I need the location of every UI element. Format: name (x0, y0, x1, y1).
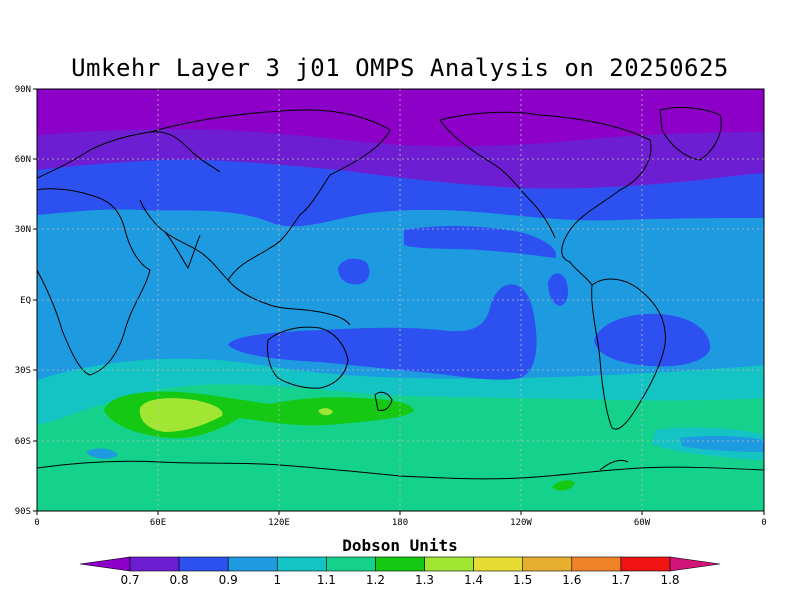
coast-australia (267, 326, 349, 389)
colorbar-swatch (620, 556, 671, 572)
colorbar-label: 0.7 (120, 573, 139, 587)
coast-southeast-asia (227, 279, 351, 326)
colorbar-arrow-high (669, 556, 721, 572)
colorbar-title: Dobson Units (342, 536, 458, 555)
patch-1p2-antarctic-coast (552, 480, 575, 491)
patch-tropics-0p8-east-pacific (228, 284, 537, 380)
colorbar-label: 1.3 (415, 573, 434, 587)
patch-1p3-tasman (318, 408, 333, 416)
band-arctic-core (37, 89, 764, 147)
patch-tropics-0p8-west-pacific (404, 226, 557, 258)
colorbar-swatch (276, 556, 327, 572)
patch-tropics-0p8-south-america (594, 313, 711, 367)
map-title: Umkehr Layer 3 j01 OMPS Analysis on 2025… (71, 54, 729, 82)
coast-south-america (591, 278, 666, 430)
colorbar: 0.7 0.8 0.9 1 1.1 1.2 1.3 1.4 1.5 1.6 1.7 1.8 (79, 556, 721, 587)
ozone-field (37, 89, 764, 511)
band-1p3-maximum (139, 398, 223, 432)
lon-label: 60W (634, 518, 651, 528)
tick-marks (33, 88, 765, 515)
colorbar-swatch (424, 556, 474, 572)
colorbar-swatch (473, 556, 524, 572)
lat-label: 30N (15, 225, 31, 235)
lat-label: 90N (15, 85, 31, 95)
colorbar-arrow-low (79, 556, 131, 572)
colorbar-label: 0.8 (170, 573, 189, 587)
patch-sub-1p1-atlantic (680, 435, 764, 452)
patch-tropics-0p8-eastern (548, 273, 568, 306)
lon-label: 180 (392, 518, 408, 528)
patch-sub-1p1-indian (86, 448, 118, 459)
colorbar-label: 1.1 (317, 573, 336, 587)
coast-new-zealand (374, 391, 393, 411)
map-grid (37, 89, 764, 511)
lon-label: 120E (268, 518, 290, 528)
coast-africa (37, 188, 151, 376)
lon-label: 0 (761, 518, 766, 528)
lat-label: 90S (15, 507, 31, 517)
colorbar-swatch (326, 556, 376, 572)
patch-tropics-0p8-central-pacific (338, 258, 370, 285)
colorbar-label: 1.4 (464, 573, 483, 587)
colorbar-swatch (178, 556, 229, 572)
coast-asia (139, 109, 391, 281)
coast-greenland (659, 107, 722, 161)
colorbar-label: 1.8 (660, 573, 679, 587)
colorbar-label: 1.2 (366, 573, 385, 587)
colorbar-swatch (129, 556, 180, 572)
colorbar-swatch (522, 556, 573, 572)
lat-labels: 90N 60N 30N EQ 30S 60S 90S (15, 85, 31, 517)
colorbar-label: 1.7 (611, 573, 630, 587)
colorbar-label: 1.6 (562, 573, 581, 587)
colorbar-swatch (227, 556, 278, 572)
coast-antarctic-peninsula (599, 459, 629, 471)
coast-north-america (439, 111, 652, 286)
colorbar-swatch (375, 556, 425, 572)
lat-label: 30S (15, 366, 31, 376)
coast-alaska (439, 119, 556, 239)
lon-label: 60E (150, 518, 166, 528)
lon-labels: 0 60E 120E 180 120W 60W 0 (34, 518, 766, 528)
coast-india (164, 231, 201, 270)
colorbar-label: 0.9 (219, 573, 238, 587)
colorbar-label: 1.5 (513, 573, 532, 587)
lat-label: 60S (15, 437, 31, 447)
lon-label: 120W (510, 518, 532, 528)
lat-label: 60N (15, 155, 31, 165)
colorbar-swatch (571, 556, 622, 572)
colorbar-label: 1 (273, 573, 281, 587)
lat-label: EQ (20, 296, 31, 306)
lon-label: 0 (34, 518, 39, 528)
